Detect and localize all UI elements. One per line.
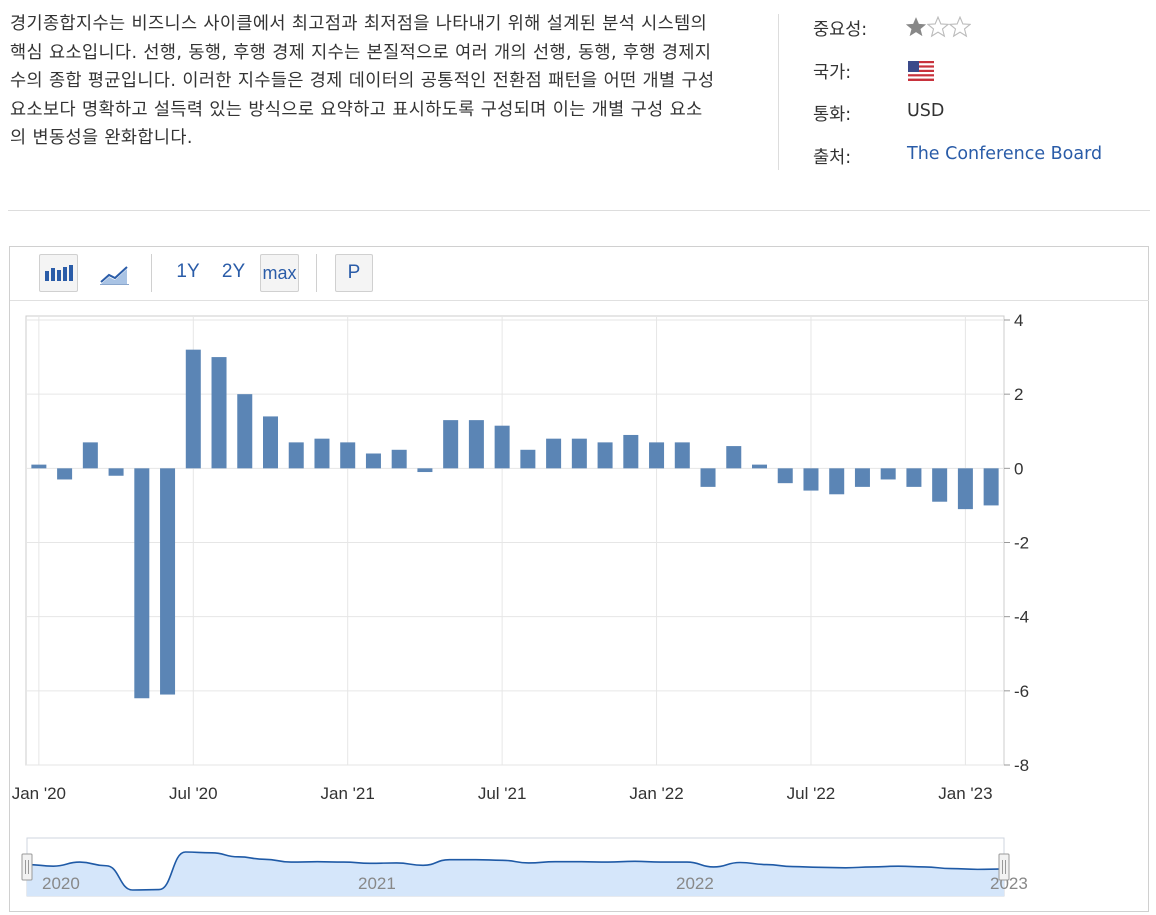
bar[interactable]	[983, 468, 999, 506]
bar[interactable]	[57, 468, 73, 480]
bar[interactable]	[623, 434, 639, 469]
navigator-year-label: 2022	[676, 874, 714, 893]
bar[interactable]	[134, 468, 150, 699]
importance-stars	[905, 16, 971, 38]
bar[interactable]	[160, 468, 176, 695]
toolbar-divider	[10, 300, 1149, 301]
navigator-area	[27, 852, 1004, 896]
range-1y-button[interactable]: 1Y	[176, 261, 200, 282]
bar[interactable]	[674, 442, 690, 469]
star-filled-icon	[905, 17, 927, 37]
source-link[interactable]: The Conference Board	[907, 144, 1103, 164]
bar[interactable]	[546, 438, 562, 469]
section-divider	[8, 210, 1150, 211]
chart-container	[9, 246, 1149, 912]
currency-label: 통화:	[813, 105, 852, 125]
bar[interactable]	[185, 349, 201, 469]
chart-bars	[31, 349, 999, 699]
us-flag-icon	[908, 61, 934, 81]
bar[interactable]	[82, 442, 98, 469]
meta-divider	[778, 14, 779, 170]
y-tick-label: -8	[1014, 756, 1029, 775]
bar[interactable]	[571, 438, 587, 469]
currency-value: USD	[907, 101, 945, 121]
navigator-year-label: 2020	[42, 874, 80, 893]
navigator-handle[interactable]	[21, 853, 33, 881]
source-label: 출처:	[813, 148, 852, 168]
y-tick-label: 0	[1014, 459, 1023, 478]
navigator-year-label: 2021	[358, 874, 396, 893]
navigator-series-line	[26, 851, 1005, 891]
range-navigator[interactable]: 2020 2021 2022 2023	[21, 837, 1028, 897]
y-tick-label: -6	[1014, 682, 1029, 701]
bar[interactable]	[649, 442, 665, 469]
bar[interactable]	[520, 449, 536, 469]
bar[interactable]	[237, 394, 253, 469]
bar[interactable]	[829, 468, 845, 495]
toolbar-separator	[316, 254, 317, 292]
x-tick-label: Jul '20	[169, 784, 218, 803]
bar[interactable]	[263, 416, 278, 469]
indicator-description: 경기종합지수는 비즈니스 사이클에서 최고점과 최저점을 나타내기 위해 설계된…	[10, 14, 715, 148]
y-tick-label: -2	[1014, 534, 1029, 553]
toolbar-separator	[151, 254, 152, 292]
navigator-handle[interactable]	[998, 853, 1010, 881]
importance-label: 중요성:	[813, 20, 868, 40]
range-2y-button[interactable]: 2Y	[221, 261, 246, 282]
bar-chart-button[interactable]	[39, 254, 78, 292]
x-tick-label: Jan '20	[12, 784, 66, 803]
line-chart-icon	[100, 266, 129, 285]
line-chart-button[interactable]	[96, 254, 134, 292]
bar[interactable]	[957, 468, 973, 510]
bar[interactable]	[468, 420, 484, 469]
bar[interactable]	[803, 468, 819, 491]
bar[interactable]	[752, 464, 767, 469]
chart-axes: 4 2 0 -2 -4 -6 -8 Jan '20 Jul '20 Jan '21 Jul '21 J…	[12, 311, 1029, 803]
x-tick-label: Jan '22	[629, 784, 683, 803]
bar[interactable]	[597, 442, 613, 469]
bar[interactable]	[700, 468, 716, 487]
x-tick-label: Jan '21	[321, 784, 375, 803]
bar[interactable]	[391, 449, 407, 469]
p-button[interactable]: P	[335, 254, 373, 292]
bar[interactable]	[108, 468, 124, 476]
bar[interactable]	[314, 438, 330, 469]
bar[interactable]	[854, 468, 870, 487]
bar[interactable]	[443, 420, 459, 469]
bar[interactable]	[211, 357, 227, 469]
country-label: 국가:	[813, 63, 852, 83]
bar[interactable]	[777, 468, 793, 484]
y-tick-label: -4	[1014, 608, 1029, 627]
x-tick-label: Jul '21	[478, 784, 527, 803]
bar[interactable]	[340, 442, 356, 469]
x-tick-label: Jan '23	[938, 784, 992, 803]
y-tick-label: 2	[1014, 385, 1023, 404]
bar[interactable]	[726, 446, 742, 469]
star-empty-icon	[949, 16, 971, 38]
bar[interactable]	[906, 468, 922, 487]
bar-chart-icon	[45, 265, 73, 281]
bar[interactable]	[417, 468, 433, 473]
x-tick-label: Jul '22	[787, 784, 836, 803]
bar[interactable]	[932, 468, 948, 502]
bar[interactable]	[31, 464, 47, 469]
range-max-button[interactable]: max	[260, 254, 299, 292]
star-empty-icon	[927, 16, 949, 38]
bar[interactable]	[365, 453, 381, 469]
bar[interactable]	[288, 442, 304, 469]
y-tick-label: 4	[1014, 311, 1023, 330]
bar[interactable]	[494, 425, 510, 469]
bar[interactable]	[880, 468, 896, 480]
